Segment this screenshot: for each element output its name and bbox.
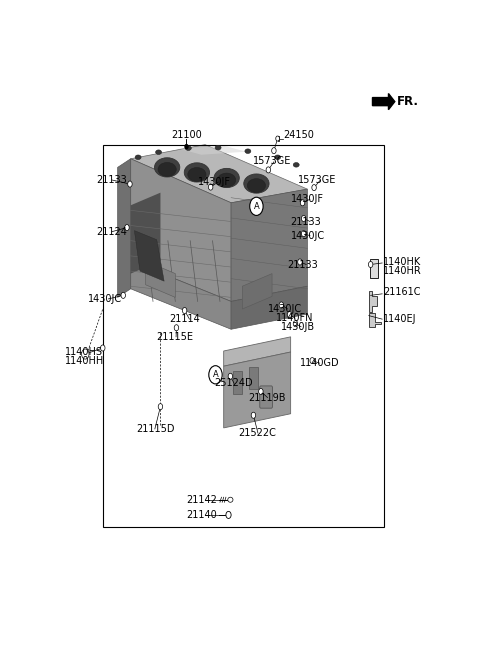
Text: 21100: 21100 [171,131,202,141]
Text: 21114: 21114 [170,314,201,324]
Circle shape [125,225,129,231]
Circle shape [301,231,306,237]
Text: 21142: 21142 [186,495,217,505]
Text: 21133: 21133 [96,175,127,185]
Polygon shape [224,337,290,366]
Text: 25124D: 25124D [215,378,253,388]
Circle shape [209,366,222,384]
Circle shape [251,412,256,419]
Circle shape [368,261,373,267]
Ellipse shape [245,149,251,154]
Text: 21161C: 21161C [383,287,420,298]
Text: 1430JC: 1430JC [88,294,122,304]
Polygon shape [134,231,164,281]
FancyBboxPatch shape [370,260,378,278]
Circle shape [293,321,298,327]
Ellipse shape [215,145,221,150]
Text: 1430JF: 1430JF [290,194,324,204]
Polygon shape [231,189,307,302]
Text: 1140FN: 1140FN [276,313,313,323]
Polygon shape [369,313,381,327]
Text: A: A [253,202,259,211]
Circle shape [266,167,271,173]
Circle shape [288,311,292,317]
Ellipse shape [185,146,192,150]
Text: 21133: 21133 [290,217,322,227]
Ellipse shape [247,179,265,193]
Polygon shape [372,93,395,110]
Circle shape [158,403,163,410]
Text: 1140EJ: 1140EJ [383,314,416,324]
Text: 1430JF: 1430JF [198,177,230,187]
Text: 1430JB: 1430JB [281,322,315,332]
Bar [103,145,384,526]
Text: A: A [213,371,218,379]
Text: 21119B: 21119B [248,392,285,403]
Text: 21140: 21140 [186,510,217,520]
Circle shape [128,181,132,187]
Text: 1140GD: 1140GD [300,358,339,368]
Text: 21133: 21133 [287,260,318,269]
Circle shape [272,148,276,154]
Text: 1430JC: 1430JC [290,231,325,240]
Polygon shape [118,159,131,298]
Text: 21115D: 21115D [136,424,175,434]
Text: 1573GE: 1573GE [298,175,336,185]
Text: 21115E: 21115E [156,332,194,342]
Ellipse shape [158,162,176,176]
Polygon shape [131,193,160,273]
Ellipse shape [188,168,206,181]
Text: 21522C: 21522C [239,428,276,438]
Circle shape [259,388,263,394]
Text: 1140HS: 1140HS [64,347,102,357]
Polygon shape [224,352,290,428]
Text: 1140HK: 1140HK [383,257,421,267]
Circle shape [301,215,306,221]
Circle shape [182,307,187,313]
Text: FR.: FR. [396,95,419,108]
Polygon shape [179,146,246,155]
Text: 21124: 21124 [96,227,127,237]
Ellipse shape [156,150,162,154]
Ellipse shape [244,174,269,193]
Circle shape [121,292,125,298]
Ellipse shape [214,168,240,188]
Text: 1140HH: 1140HH [64,355,104,366]
Bar [249,367,258,390]
Circle shape [174,325,179,330]
Circle shape [300,200,305,206]
Ellipse shape [184,163,210,182]
Circle shape [226,511,231,518]
Text: 1573GE: 1573GE [253,156,292,166]
Polygon shape [145,261,175,298]
Circle shape [250,197,263,215]
Circle shape [310,357,314,364]
Ellipse shape [217,173,236,187]
Text: 24150: 24150 [283,131,314,141]
Polygon shape [131,261,231,329]
Text: 1140HR: 1140HR [383,266,421,276]
Circle shape [279,302,284,308]
Circle shape [298,259,302,265]
Circle shape [208,184,213,190]
Circle shape [276,136,279,141]
Ellipse shape [275,155,281,160]
Polygon shape [131,145,307,203]
Bar [233,371,241,394]
Polygon shape [242,273,272,309]
Polygon shape [131,159,231,302]
Circle shape [228,373,233,379]
Circle shape [82,349,89,359]
Polygon shape [231,286,307,329]
Polygon shape [369,291,377,311]
Ellipse shape [293,162,299,167]
Ellipse shape [135,155,141,160]
Ellipse shape [155,158,180,177]
Circle shape [312,185,316,191]
Text: 1430JC: 1430JC [268,304,302,314]
Circle shape [100,345,105,351]
FancyBboxPatch shape [260,386,273,408]
Circle shape [185,145,188,148]
